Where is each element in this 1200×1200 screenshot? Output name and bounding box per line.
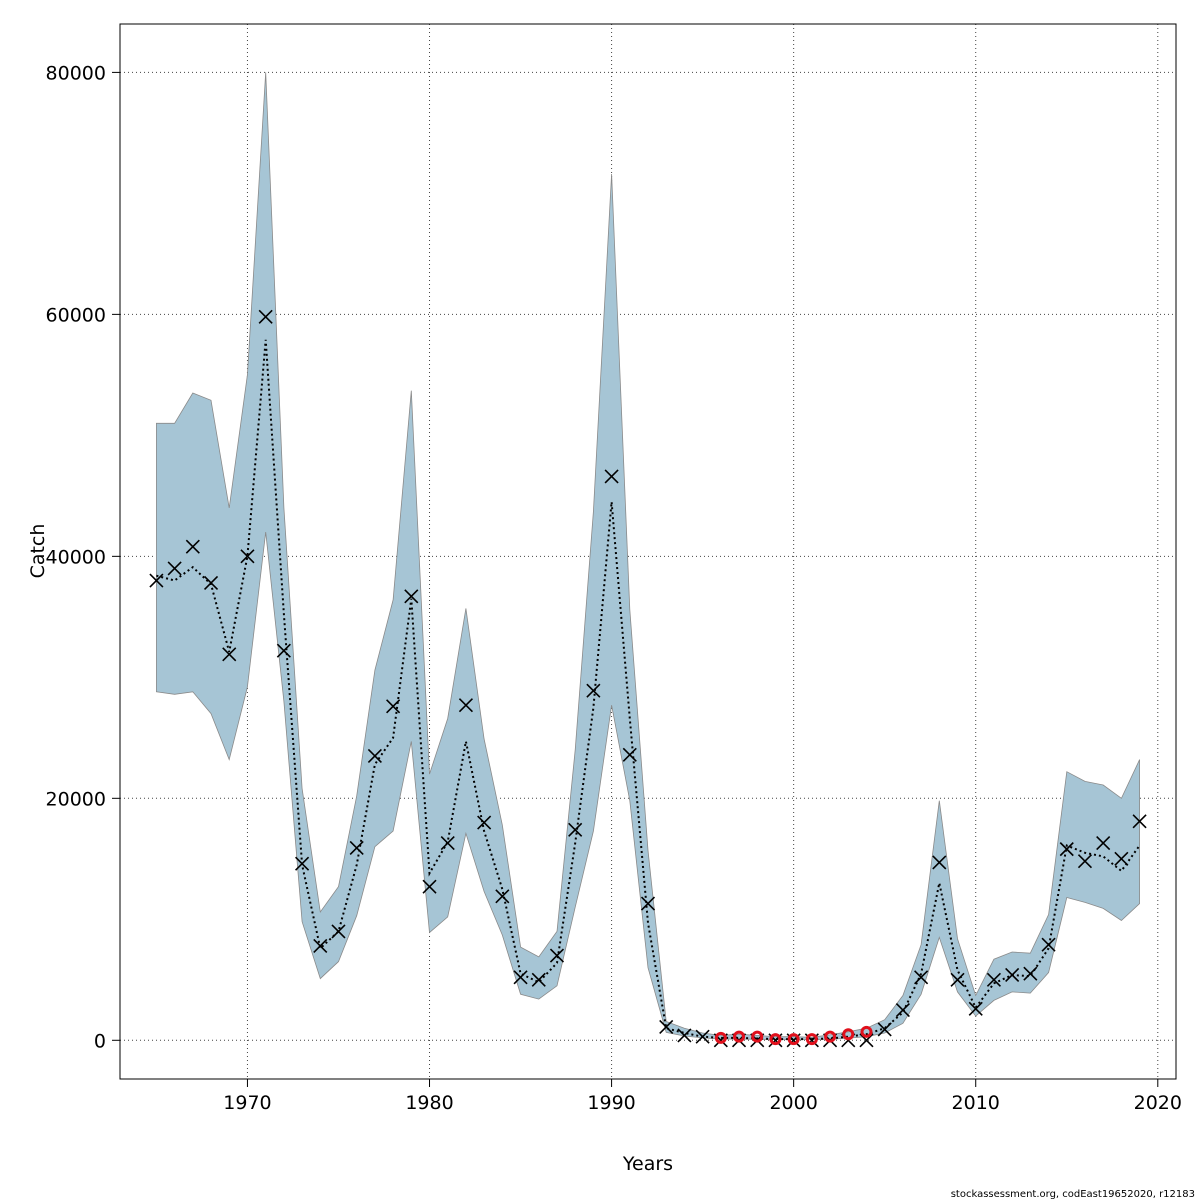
observed-point xyxy=(1005,967,1020,983)
observed-point xyxy=(1023,966,1038,981)
y-axis-title: Catch xyxy=(27,524,49,579)
observed-point xyxy=(586,683,601,698)
observed-point xyxy=(313,938,328,953)
observed-point xyxy=(513,970,528,985)
observed-point xyxy=(640,896,656,911)
observed-point xyxy=(950,972,965,987)
plot-frame xyxy=(119,23,1177,1080)
observed-point xyxy=(1077,854,1093,869)
observed-point xyxy=(531,972,546,987)
observed-point xyxy=(440,836,455,851)
y-tick-label: 0 xyxy=(94,1030,106,1052)
observed-point xyxy=(349,840,364,855)
highlighted-point xyxy=(769,1033,782,1046)
highlighted-point xyxy=(842,1028,855,1041)
observed-point xyxy=(203,575,219,591)
y-tick-label: 40000 xyxy=(46,546,106,568)
x-tick-label: 2000 xyxy=(769,1092,817,1114)
highlighted-point xyxy=(714,1031,727,1044)
observed-point xyxy=(622,747,637,762)
observed-point xyxy=(932,855,947,870)
highlighted-point xyxy=(824,1030,837,1043)
observed-point xyxy=(367,748,382,764)
observed-point xyxy=(1096,836,1111,851)
observed-point xyxy=(695,1029,710,1044)
observed-point xyxy=(604,469,619,484)
highlighted-points-layer xyxy=(714,1025,873,1046)
y-tick-label: 80000 xyxy=(46,62,106,84)
observed-point xyxy=(222,647,237,662)
observed-point xyxy=(331,924,346,939)
observed-point xyxy=(386,699,401,714)
observed-point xyxy=(677,1028,692,1043)
x-tick-label: 1990 xyxy=(587,1092,635,1114)
observed-point xyxy=(895,1002,910,1018)
y-tick-label: 60000 xyxy=(46,304,106,326)
observed-point xyxy=(877,1022,892,1037)
observed-point xyxy=(568,822,583,837)
x-tick-label: 2010 xyxy=(952,1092,1000,1114)
observed-point xyxy=(659,1019,674,1035)
observed-point xyxy=(240,549,255,564)
observed-point xyxy=(1114,851,1129,866)
observed-point xyxy=(1041,937,1056,952)
observed-point xyxy=(968,1001,983,1016)
x-tick-label: 1980 xyxy=(405,1092,453,1114)
observed-point xyxy=(1132,814,1147,829)
observed-point xyxy=(258,309,273,324)
x-tick-label: 2020 xyxy=(1134,1092,1182,1114)
observed-point xyxy=(404,589,419,604)
observed-point xyxy=(167,561,182,576)
x-axis: 1970 1980 1990 2000 2010 2020 xyxy=(223,1079,1182,1114)
x-axis-title: Years xyxy=(622,1153,673,1175)
observed-point xyxy=(422,879,437,894)
credit-note: stockassessment.org, codEast19652020, r1… xyxy=(951,1189,1195,1200)
highlighted-point xyxy=(860,1025,873,1038)
observed-point xyxy=(185,539,200,554)
observed-point xyxy=(149,573,164,588)
highlighted-point xyxy=(787,1033,800,1046)
observed-point xyxy=(477,815,492,830)
observed-point xyxy=(495,889,510,904)
highlighted-point xyxy=(733,1030,746,1043)
observed-point xyxy=(1059,842,1074,857)
observed-point xyxy=(295,856,310,871)
confidence-band-layer xyxy=(155,72,1140,1040)
highlighted-point xyxy=(751,1030,764,1043)
observed-point xyxy=(986,972,1001,987)
observed-point xyxy=(549,948,565,963)
observed-point xyxy=(276,643,291,658)
x-tick-label: 1970 xyxy=(223,1092,271,1114)
observed-point xyxy=(914,970,929,985)
confidence-band xyxy=(155,72,1140,1040)
y-axis: 0 20000 40000 60000 80000 xyxy=(46,62,120,1052)
y-tick-label: 20000 xyxy=(46,788,106,810)
observed-point xyxy=(458,698,473,713)
highlighted-point xyxy=(805,1033,818,1046)
